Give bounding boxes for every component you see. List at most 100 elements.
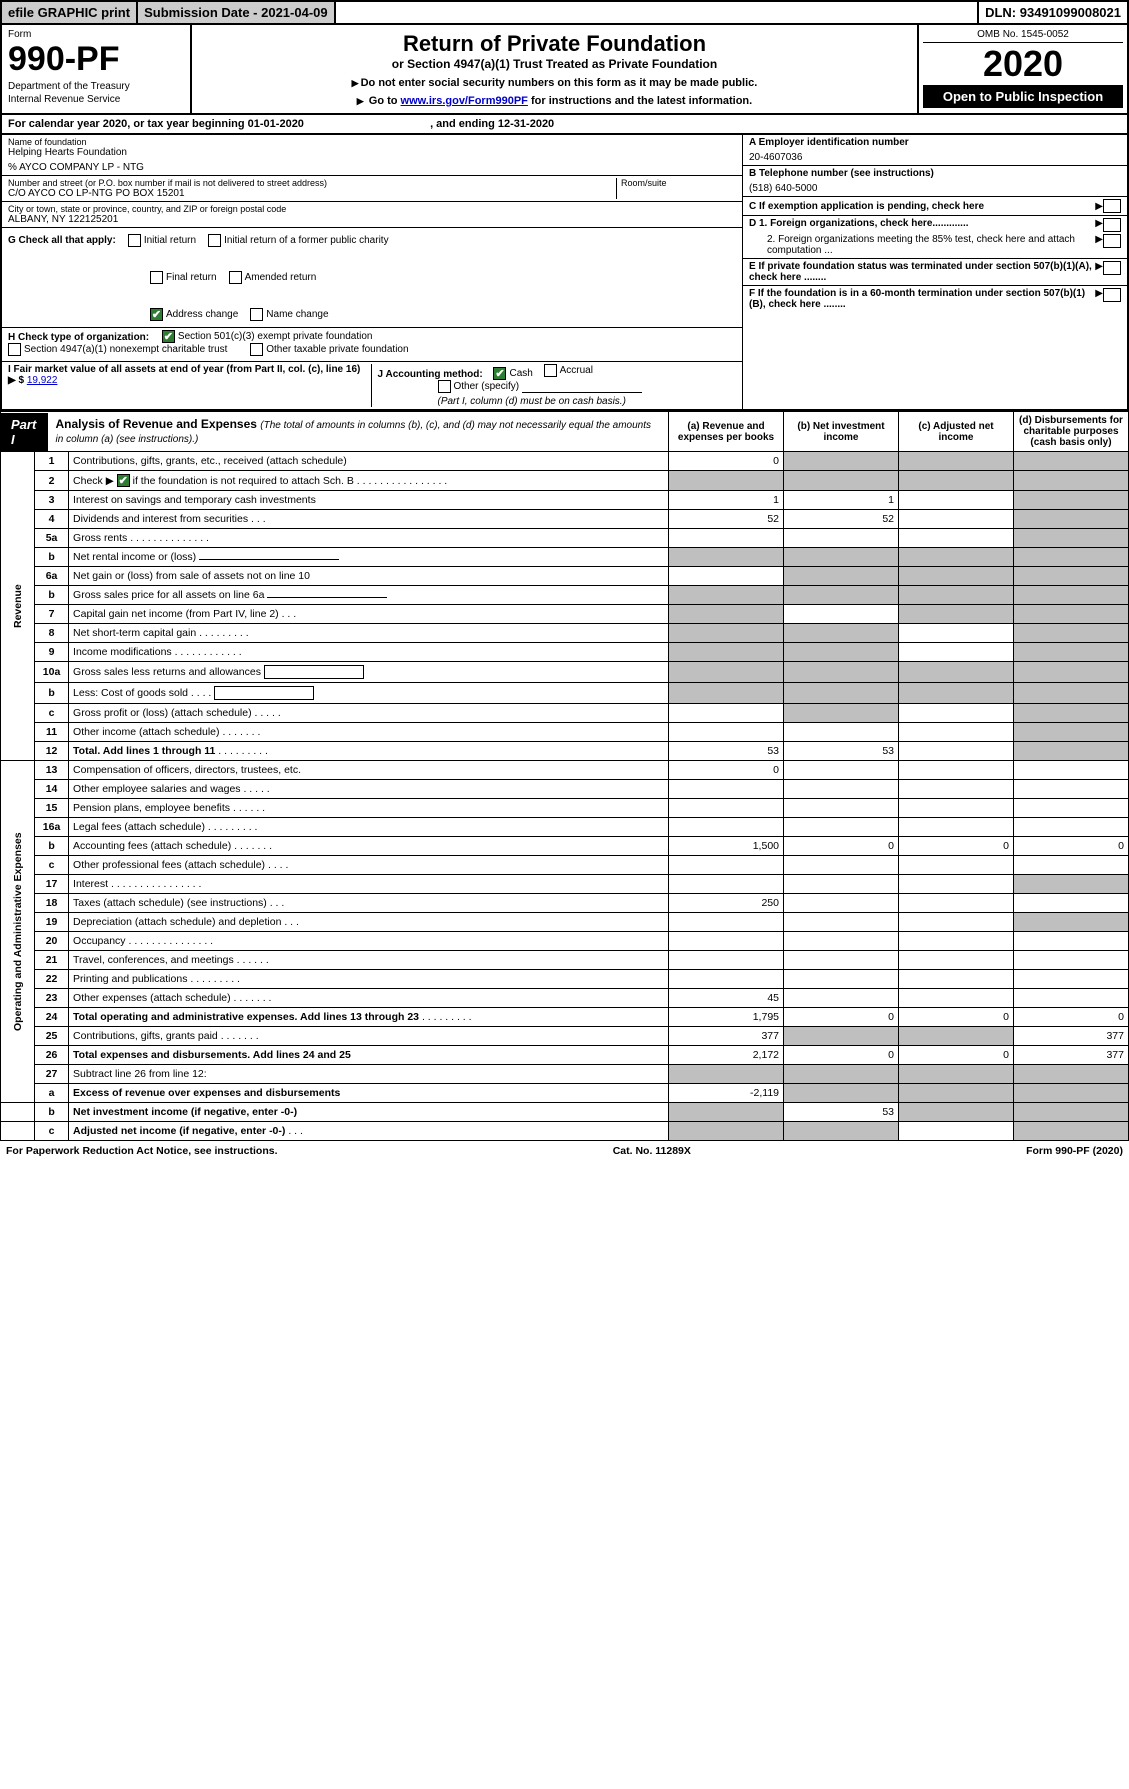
l27: Subtract line 26 from line 12: bbox=[69, 1065, 669, 1084]
table-row: 26Total expenses and disbursements. Add … bbox=[1, 1046, 1129, 1065]
chk-501c3[interactable]: ✔ bbox=[162, 330, 175, 343]
chk-name-change[interactable] bbox=[250, 308, 263, 321]
l16bd: 0 bbox=[1014, 837, 1129, 856]
tax-year: 2020 bbox=[923, 43, 1123, 85]
l3b: 1 bbox=[784, 491, 899, 510]
chk-other-method[interactable] bbox=[438, 380, 451, 393]
chk-address[interactable]: ✔ bbox=[150, 308, 163, 321]
l10c: Gross profit or (loss) (attach schedule)… bbox=[69, 704, 669, 723]
chk-final[interactable] bbox=[150, 271, 163, 284]
efile-print-btn[interactable]: efile GRAPHIC print bbox=[2, 2, 138, 23]
topbar: efile GRAPHIC print Submission Date - 20… bbox=[0, 0, 1129, 25]
chk-amended[interactable] bbox=[229, 271, 242, 284]
expenses-side: Operating and Administrative Expenses bbox=[1, 761, 35, 1103]
j-other: Other (specify) bbox=[454, 381, 520, 392]
l23a: 45 bbox=[669, 989, 784, 1008]
table-row: 22Printing and publications . . . . . . … bbox=[1, 970, 1129, 989]
l6b: Gross sales price for all assets on line… bbox=[69, 586, 669, 605]
l21: Travel, conferences, and meetings . . . … bbox=[69, 951, 669, 970]
submission-date: Submission Date - 2021-04-09 bbox=[138, 2, 336, 23]
dept: Department of the Treasury bbox=[8, 81, 184, 92]
cal-end: 12-31-2020 bbox=[498, 118, 554, 130]
subtitle: or Section 4947(a)(1) Trust Treated as P… bbox=[198, 57, 911, 71]
l24a: 1,795 bbox=[669, 1008, 784, 1027]
d2: 2. Foreign organizations meeting the 85%… bbox=[749, 234, 1095, 256]
l24c: 0 bbox=[899, 1008, 1014, 1027]
irs-link[interactable]: www.irs.gov/Form990PF bbox=[401, 95, 528, 107]
h-501: Section 501(c)(3) exempt private foundat… bbox=[178, 331, 373, 342]
chk-c[interactable] bbox=[1103, 199, 1121, 213]
hdr-right: OMB No. 1545-0052 2020 Open to Public In… bbox=[917, 25, 1127, 113]
table-row: 8Net short-term capital gain . . . . . .… bbox=[1, 624, 1129, 643]
table-row: 27Subtract line 26 from line 12: bbox=[1, 1065, 1129, 1084]
chk-d1[interactable] bbox=[1103, 218, 1121, 232]
footer: For Paperwork Reduction Act Notice, see … bbox=[0, 1141, 1129, 1161]
l27aa: -2,119 bbox=[669, 1084, 784, 1103]
note-ssn: Do not enter social security numbers on … bbox=[198, 77, 911, 89]
j-note: (Part I, column (d) must be on cash basi… bbox=[438, 396, 626, 407]
table-row: 11Other income (attach schedule) . . . .… bbox=[1, 723, 1129, 742]
d1: D 1. Foreign organizations, check here..… bbox=[749, 218, 1095, 232]
table-row: 18Taxes (attach schedule) (see instructi… bbox=[1, 894, 1129, 913]
f-cell: F If the foundation is in a 60-month ter… bbox=[743, 286, 1127, 312]
l13a: 0 bbox=[669, 761, 784, 780]
chk-initial-former[interactable] bbox=[208, 234, 221, 247]
l12a: 53 bbox=[669, 742, 784, 761]
addr-lbl: Number and street (or P.O. box number if… bbox=[8, 178, 616, 188]
l25a: 377 bbox=[669, 1027, 784, 1046]
l3a: 1 bbox=[669, 491, 784, 510]
table-row: 19Depreciation (attach schedule) and dep… bbox=[1, 913, 1129, 932]
l27a: Excess of revenue over expenses and disb… bbox=[69, 1084, 669, 1103]
l16bc: 0 bbox=[899, 837, 1014, 856]
city-lbl: City or town, state or province, country… bbox=[8, 204, 736, 214]
table-row: 3Interest on savings and temporary cash … bbox=[1, 491, 1129, 510]
chk-f[interactable] bbox=[1103, 288, 1121, 302]
chk-d2[interactable] bbox=[1103, 234, 1121, 248]
l4: Dividends and interest from securities .… bbox=[69, 510, 669, 529]
hdr-left: Form 990-PF Department of the Treasury I… bbox=[2, 25, 192, 113]
chk-cash[interactable]: ✔ bbox=[493, 367, 506, 380]
chk-e[interactable] bbox=[1103, 261, 1121, 275]
g-address: Address change bbox=[166, 309, 238, 320]
tel-cell: B Telephone number (see instructions) (5… bbox=[743, 166, 1127, 197]
table-row: 10aGross sales less returns and allowanc… bbox=[1, 662, 1129, 683]
chk-schb[interactable]: ✔ bbox=[117, 474, 130, 487]
table-row: 6aNet gain or (loss) from sale of assets… bbox=[1, 567, 1129, 586]
f-text: F If the foundation is in a 60-month ter… bbox=[749, 288, 1095, 310]
e-text: E If private foundation status was termi… bbox=[749, 261, 1095, 283]
info-right: A Employer identification number 20-4607… bbox=[742, 135, 1127, 409]
table-row: bAccounting fees (attach schedule) . . .… bbox=[1, 837, 1129, 856]
l13: Compensation of officers, directors, tru… bbox=[69, 761, 669, 780]
cal-mid: , and ending bbox=[430, 118, 498, 130]
ein-cell: A Employer identification number 20-4607… bbox=[743, 135, 1127, 166]
chk-accrual[interactable] bbox=[544, 364, 557, 377]
i-val[interactable]: 19,922 bbox=[27, 375, 58, 386]
topbar-spacer bbox=[336, 2, 979, 23]
l25d: 377 bbox=[1014, 1027, 1129, 1046]
part1-table: Part I Analysis of Revenue and Expenses … bbox=[0, 411, 1129, 1141]
table-row: 7Capital gain net income (from Part IV, … bbox=[1, 605, 1129, 624]
info-box: Name of foundation Helping Hearts Founda… bbox=[0, 135, 1129, 411]
l16bb: 0 bbox=[784, 837, 899, 856]
foot-cat: Cat. No. 11289X bbox=[613, 1145, 691, 1157]
chk-initial[interactable] bbox=[128, 234, 141, 247]
note-link: Go to www.irs.gov/Form990PF for instruct… bbox=[198, 95, 911, 107]
revenue-side: Revenue bbox=[1, 452, 35, 761]
table-row: 4Dividends and interest from securities … bbox=[1, 510, 1129, 529]
j-label: J Accounting method: bbox=[378, 369, 483, 380]
l4a: 52 bbox=[669, 510, 784, 529]
note2-pre: Go to bbox=[369, 95, 401, 107]
l6a: Net gain or (loss) from sale of assets n… bbox=[69, 567, 669, 586]
irs: Internal Revenue Service bbox=[8, 94, 184, 105]
tel-lbl: B Telephone number (see instructions) bbox=[749, 168, 1121, 179]
table-row: 9Income modifications . . . . . . . . . … bbox=[1, 643, 1129, 662]
table-row: bNet investment income (if negative, ent… bbox=[1, 1103, 1129, 1122]
l19: Depreciation (attach schedule) and deple… bbox=[69, 913, 669, 932]
part1-label: Part I bbox=[1, 413, 48, 451]
chk-other-tax[interactable] bbox=[250, 343, 263, 356]
info-left: Name of foundation Helping Hearts Founda… bbox=[2, 135, 742, 409]
table-row: bGross sales price for all assets on lin… bbox=[1, 586, 1129, 605]
table-row: cOther professional fees (attach schedul… bbox=[1, 856, 1129, 875]
table-row: 5aGross rents . . . . . . . . . . . . . … bbox=[1, 529, 1129, 548]
chk-4947[interactable] bbox=[8, 343, 21, 356]
